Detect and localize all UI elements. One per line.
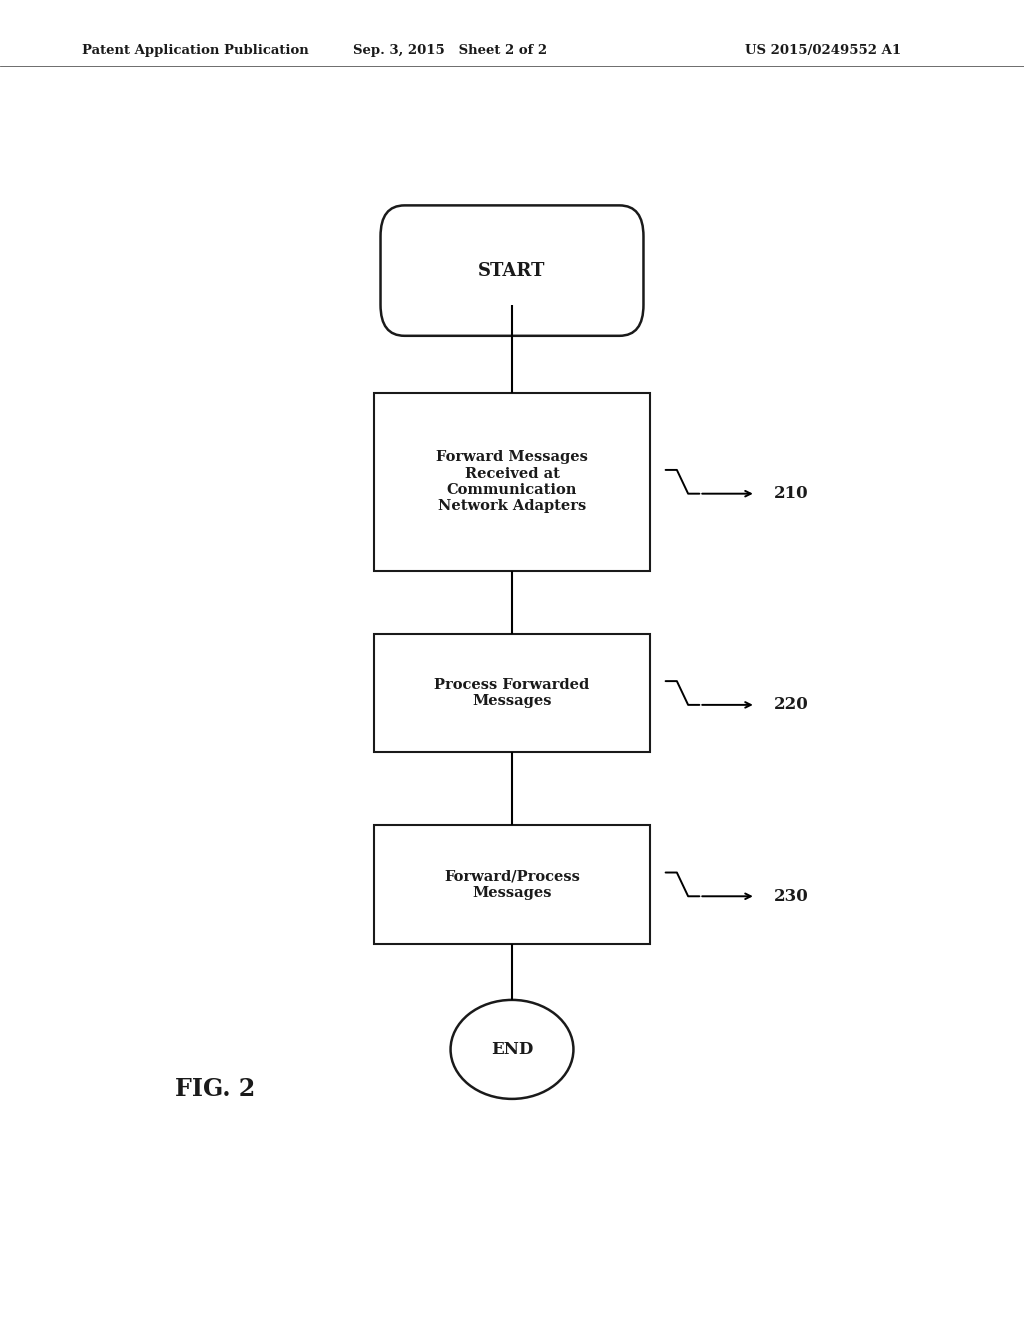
Ellipse shape (451, 1001, 573, 1098)
FancyBboxPatch shape (381, 206, 643, 335)
Text: FIG. 2: FIG. 2 (175, 1077, 255, 1101)
Text: 220: 220 (774, 697, 809, 713)
FancyBboxPatch shape (374, 634, 650, 752)
Text: START: START (478, 261, 546, 280)
Text: Sep. 3, 2015   Sheet 2 of 2: Sep. 3, 2015 Sheet 2 of 2 (353, 44, 548, 57)
FancyBboxPatch shape (374, 393, 650, 570)
Text: Process Forwarded
Messages: Process Forwarded Messages (434, 678, 590, 708)
Text: Forward/Process
Messages: Forward/Process Messages (444, 870, 580, 899)
FancyBboxPatch shape (374, 825, 650, 944)
Text: Patent Application Publication: Patent Application Publication (82, 44, 308, 57)
Text: 210: 210 (774, 486, 809, 502)
Text: END: END (490, 1041, 534, 1057)
Text: US 2015/0249552 A1: US 2015/0249552 A1 (745, 44, 901, 57)
Text: Forward Messages
Received at
Communication
Network Adapters: Forward Messages Received at Communicati… (436, 450, 588, 513)
Text: 230: 230 (774, 888, 809, 904)
